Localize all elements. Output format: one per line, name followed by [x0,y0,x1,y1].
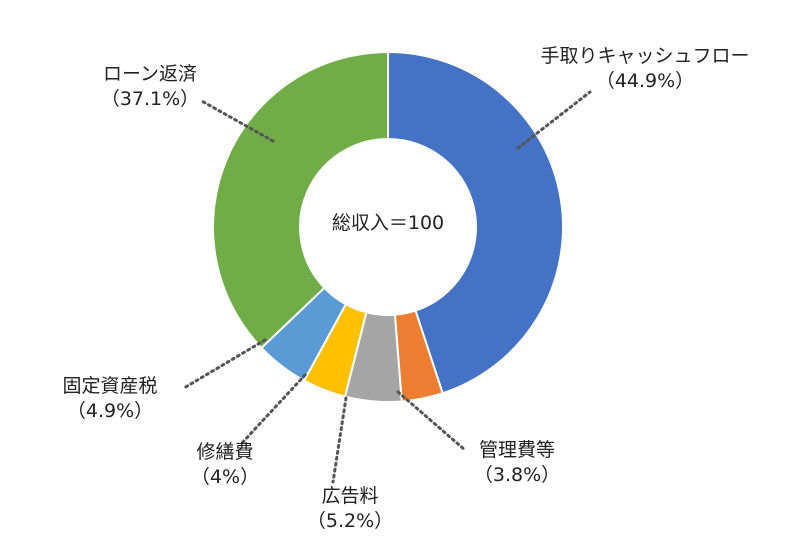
slice-label: 広告料 [321,485,379,507]
slice-label: 管理費等 [478,439,555,461]
slice-label: 手取りキャッシュフロー [540,45,750,67]
leader-loan-repayment [198,98,275,143]
label-loan-repayment: ローン返済 （37.1%） [60,62,240,112]
slice-percent: （37.1%） [100,88,200,110]
label-management-fees: 管理費等 （3.8%） [442,438,592,488]
label-take-home-cashflow: 手取りキャッシュフロー （44.9%） [495,44,795,94]
slice-percent: （5.2%） [306,510,394,532]
slice-loan-repayment [212,50,389,350]
slice-percent: （4%） [190,466,260,488]
leader-repairs [240,373,307,445]
slice-label: 修繕費 [196,441,254,463]
slice-label: 固定資産税 [62,375,158,397]
leader-property-tax [182,338,267,390]
slice-percent: （4.9%） [66,400,154,422]
label-property-tax: 固定資産税 （4.9%） [35,374,185,424]
slice-percent: （3.8%） [473,464,561,486]
slice-take-home-cashflow [387,50,564,395]
leader-advertising [331,396,348,484]
center-label: 総収入＝100 [331,212,445,234]
leader-take-home-cashflow [516,90,592,150]
label-repairs: 修繕費 （4%） [170,440,280,490]
slice-percent: （44.9%） [595,70,695,92]
label-advertising: 広告料 （5.2%） [290,484,410,534]
leader-management-fees [396,390,467,452]
slice-label: ローン返済 [102,63,198,85]
